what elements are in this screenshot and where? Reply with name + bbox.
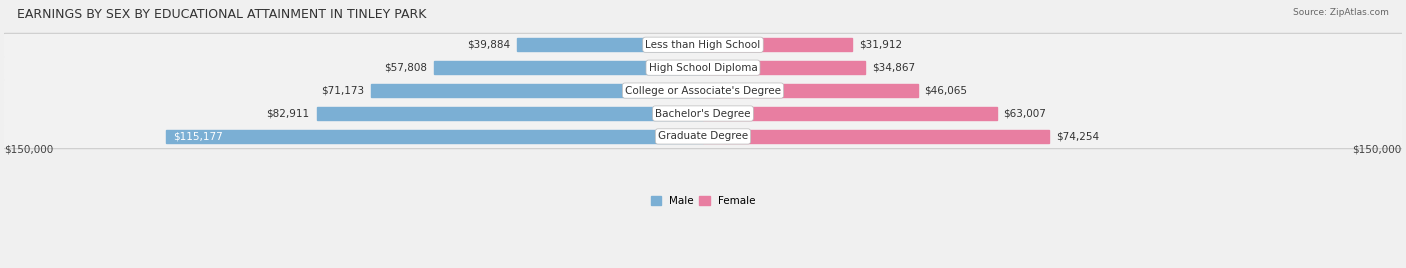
Text: $115,177: $115,177: [173, 131, 224, 142]
Text: $150,000: $150,000: [4, 144, 53, 154]
Text: $31,912: $31,912: [859, 40, 901, 50]
Text: $74,254: $74,254: [1056, 131, 1099, 142]
Text: Bachelor's Degree: Bachelor's Degree: [655, 109, 751, 118]
Text: $39,884: $39,884: [467, 40, 510, 50]
Bar: [4, 125, 1402, 148]
Text: $150,000: $150,000: [1353, 144, 1402, 154]
Text: $71,173: $71,173: [322, 85, 364, 96]
Text: Graduate Degree: Graduate Degree: [658, 131, 748, 142]
Text: $34,867: $34,867: [873, 63, 915, 73]
Bar: [4, 125, 1402, 147]
Text: High School Diploma: High School Diploma: [648, 63, 758, 73]
Bar: [703, 61, 866, 74]
Text: $63,007: $63,007: [1004, 109, 1046, 118]
Bar: [703, 107, 997, 120]
Bar: [703, 84, 918, 97]
Bar: [517, 38, 703, 51]
Bar: [371, 84, 703, 97]
Bar: [4, 102, 1402, 125]
Text: EARNINGS BY SEX BY EDUCATIONAL ATTAINMENT IN TINLEY PARK: EARNINGS BY SEX BY EDUCATIONAL ATTAINMEN…: [17, 8, 426, 21]
Text: Less than High School: Less than High School: [645, 40, 761, 50]
Text: $57,808: $57,808: [384, 63, 426, 73]
Text: College or Associate's Degree: College or Associate's Degree: [626, 85, 780, 96]
Bar: [166, 130, 703, 143]
Bar: [4, 34, 1402, 56]
Bar: [4, 56, 1402, 79]
Bar: [703, 130, 1049, 143]
Bar: [4, 102, 1402, 125]
Bar: [433, 61, 703, 74]
Bar: [4, 33, 1402, 56]
Bar: [4, 80, 1402, 102]
Bar: [4, 79, 1402, 102]
Bar: [316, 107, 703, 120]
Text: $82,911: $82,911: [267, 109, 309, 118]
Legend: Male, Female: Male, Female: [647, 192, 759, 211]
Text: $46,065: $46,065: [925, 85, 967, 96]
Text: Source: ZipAtlas.com: Source: ZipAtlas.com: [1294, 8, 1389, 17]
Bar: [4, 57, 1402, 79]
Bar: [703, 38, 852, 51]
